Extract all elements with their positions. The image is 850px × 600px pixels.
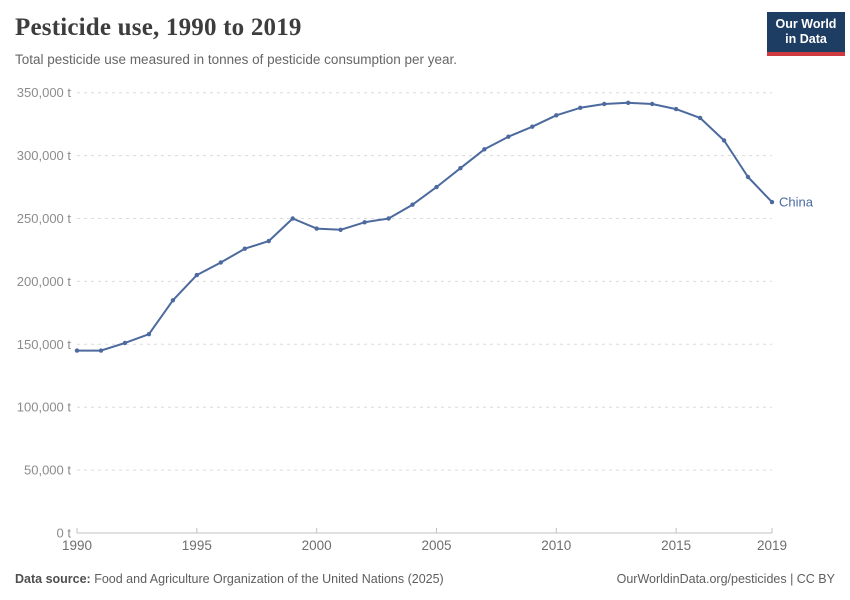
data-point — [745, 174, 751, 180]
x-tick-label: 2019 — [757, 538, 787, 553]
data-point — [458, 166, 463, 171]
data-point — [314, 226, 319, 231]
y-tick-label: 50,000 t — [24, 463, 71, 478]
data-point — [74, 348, 80, 353]
x-axis — [76, 528, 773, 534]
y-tick-label: 0 t — [57, 526, 72, 541]
data-point — [769, 199, 775, 205]
data-point — [290, 216, 295, 221]
x-tick-label: 1995 — [182, 538, 212, 553]
x-tick-label: 2010 — [541, 538, 571, 553]
data-source-text: Food and Agriculture Organization of the… — [90, 572, 444, 586]
data-point — [673, 106, 679, 112]
data-point — [602, 101, 607, 107]
page-title: Pesticide use, 1990 to 2019 — [15, 14, 302, 41]
data-point — [338, 227, 343, 232]
data-point — [434, 184, 439, 190]
y-tick-label: 350,000 t — [17, 85, 72, 100]
data-point — [482, 147, 487, 152]
x-tick-label: 2000 — [302, 538, 332, 553]
data-point — [506, 134, 511, 139]
data-point — [266, 238, 271, 244]
y-tick-label: 100,000 t — [17, 400, 72, 415]
data-point — [410, 202, 415, 207]
y-tick-label: 300,000 t — [17, 148, 72, 163]
data-point — [122, 340, 128, 346]
owid-logo: Our World in Data — [767, 12, 845, 56]
chart-footer: Data source: Food and Agriculture Organi… — [15, 572, 835, 586]
data-point — [650, 101, 655, 107]
y-gridlines — [77, 92, 772, 471]
owid-logo-line2: in Data — [785, 32, 827, 46]
data-point — [146, 332, 152, 337]
data-point — [578, 105, 583, 111]
data-point — [721, 138, 727, 143]
x-tick-label: 2005 — [421, 538, 451, 553]
chart-subtitle: Total pesticide use measured in tonnes o… — [15, 52, 458, 67]
data-source: Data source: Food and Agriculture Organi… — [15, 572, 444, 586]
owid-logo-line1: Our World — [775, 17, 837, 31]
data-point — [626, 100, 631, 106]
data-point — [697, 115, 703, 121]
data-source-label: Data source: — [15, 572, 91, 586]
y-tick-label: 150,000 t — [17, 337, 72, 352]
data-point — [554, 113, 559, 118]
y-axis-labels: 0 t 50,000 t 100,000 t 150,000 t 200,000 t 25… — [17, 85, 72, 540]
data-point — [242, 246, 247, 251]
x-tick-label: 2015 — [661, 538, 691, 553]
y-tick-label: 200,000 t — [17, 274, 72, 289]
data-point — [386, 216, 391, 221]
x-axis-labels: 1990 1995 2000 2005 2010 2015 2019 — [62, 538, 787, 553]
entity-label: China — [779, 195, 814, 210]
data-point — [218, 260, 223, 265]
series-markers — [74, 100, 775, 353]
license-note: OurWorldinData.org/pesticides | CC BY — [616, 572, 835, 586]
series-line-china — [77, 101, 773, 352]
data-point — [194, 272, 199, 278]
data-point — [170, 298, 176, 303]
x-tick-label: 1990 — [62, 538, 92, 553]
data-point — [362, 220, 367, 225]
y-tick-label: 250,000 t — [17, 211, 72, 226]
data-point — [98, 348, 104, 353]
data-point — [530, 124, 535, 129]
